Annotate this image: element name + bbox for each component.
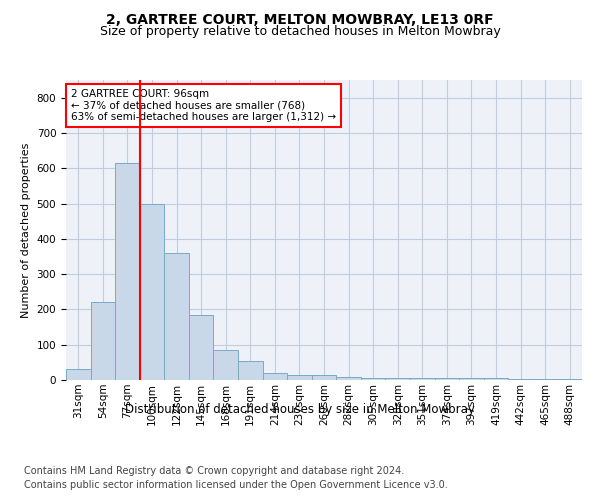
Bar [287, 374, 312, 380]
Bar [140, 204, 164, 380]
Bar [533, 379, 557, 380]
Bar [385, 378, 410, 380]
Text: 2 GARTREE COURT: 96sqm
← 37% of detached houses are smaller (768)
63% of semi-de: 2 GARTREE COURT: 96sqm ← 37% of detached… [71, 89, 336, 122]
Bar [91, 302, 115, 380]
Bar [459, 378, 484, 380]
Bar [238, 360, 263, 380]
Bar [115, 163, 140, 380]
Text: Contains public sector information licensed under the Open Government Licence v3: Contains public sector information licen… [24, 480, 448, 490]
Y-axis label: Number of detached properties: Number of detached properties [21, 142, 31, 318]
Bar [189, 314, 214, 380]
Bar [263, 373, 287, 380]
Bar [164, 253, 189, 380]
Text: Distribution of detached houses by size in Melton Mowbray: Distribution of detached houses by size … [125, 402, 475, 415]
Bar [66, 370, 91, 380]
Bar [410, 378, 434, 380]
Bar [434, 378, 459, 380]
Bar [312, 376, 336, 380]
Bar [508, 379, 533, 380]
Text: Contains HM Land Registry data © Crown copyright and database right 2024.: Contains HM Land Registry data © Crown c… [24, 466, 404, 476]
Text: 2, GARTREE COURT, MELTON MOWBRAY, LE13 0RF: 2, GARTREE COURT, MELTON MOWBRAY, LE13 0… [106, 12, 494, 26]
Bar [336, 377, 361, 380]
Bar [214, 350, 238, 380]
Bar [361, 378, 385, 380]
Bar [484, 378, 508, 380]
Text: Size of property relative to detached houses in Melton Mowbray: Size of property relative to detached ho… [100, 25, 500, 38]
